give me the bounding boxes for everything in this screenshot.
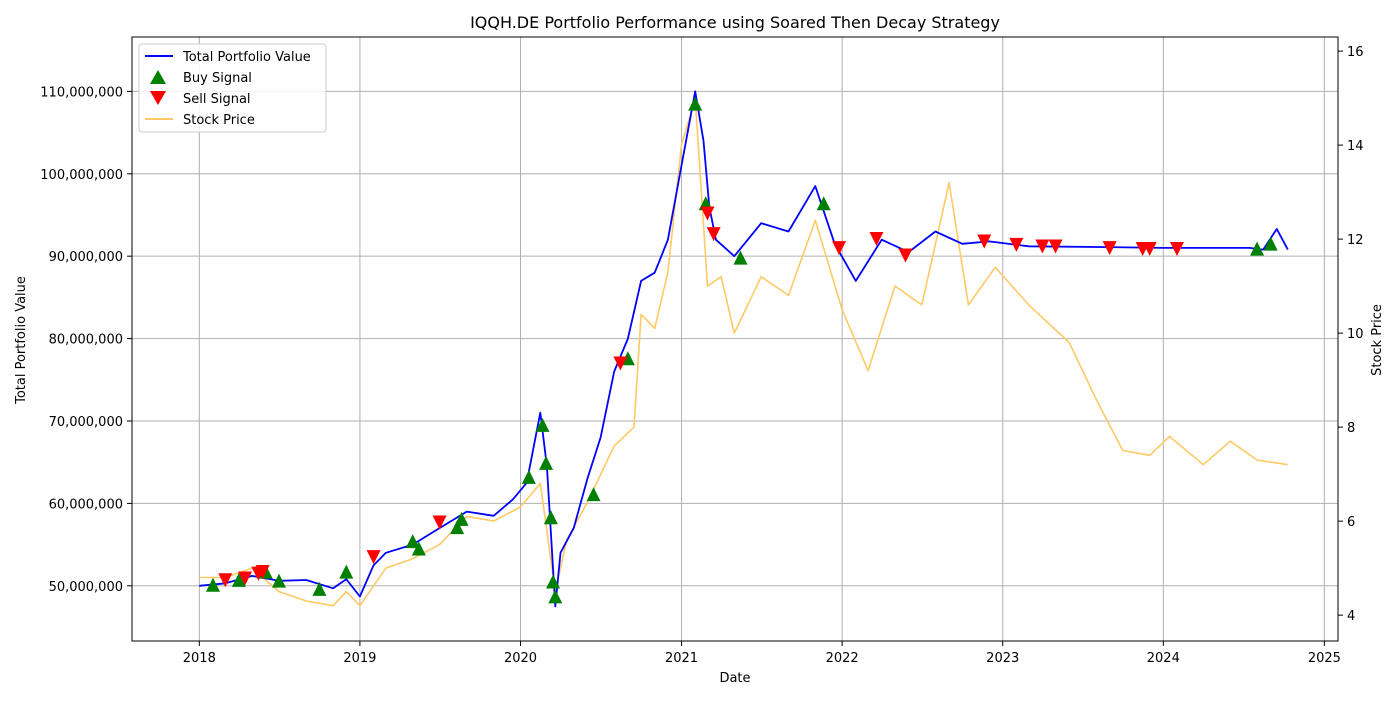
buy-signal-marker (543, 510, 558, 525)
sell-signal-marker (218, 573, 233, 588)
y-right-tick-label: 14 (1347, 139, 1364, 154)
buy-signal-marker (1263, 236, 1278, 251)
sell-signal-marker (977, 234, 992, 249)
legend-sell-marker (150, 91, 166, 105)
buy-signal-marker (535, 417, 550, 432)
buy-signal-marker (205, 577, 220, 592)
y-right-tick-label: 8 (1347, 421, 1355, 436)
y-left-tick-label: 110,000,000 (40, 85, 123, 100)
y-axis-left: 50,000,000 60,000,000 70,000,000 80,000,000… (40, 85, 132, 595)
series-line-portfolio-value (199, 90, 1289, 608)
sell-signal-marker (238, 571, 253, 586)
signal-markers (205, 96, 1278, 604)
x-tick-label: 2023 (986, 651, 1019, 666)
price-layer (199, 97, 1288, 607)
y-left-tick-label: 100,000,000 (40, 168, 123, 183)
y-left-tick-label: 80,000,000 (49, 333, 123, 348)
buy-signal-marker (339, 564, 354, 579)
sell-signal-marker (432, 515, 447, 530)
legend-portfolio-label: Total Portfolio Value (182, 50, 311, 65)
buy-signal-marker (450, 520, 465, 535)
x-tick-label: 2019 (343, 651, 376, 666)
buy-signal-marker (539, 455, 554, 470)
buy-signal-marker (231, 572, 246, 587)
sell-signal-marker (366, 550, 381, 565)
buy-signal-marker (405, 534, 420, 549)
sell-signal-marker (613, 356, 628, 371)
x-tick-label: 2021 (665, 651, 698, 666)
buy-signal-marker (586, 487, 601, 502)
x-tick-label: 2024 (1147, 651, 1180, 666)
legend-box (138, 43, 327, 133)
sell-signal-marker (1048, 239, 1063, 254)
sell-signal-marker (1169, 241, 1184, 256)
x-axis-label: Date (719, 671, 750, 686)
sell-signal-marker (1102, 241, 1117, 256)
y-right-tick-label: 16 (1347, 45, 1364, 60)
y-right-tick-label: 12 (1347, 233, 1364, 248)
sell-signal-marker (700, 206, 715, 221)
legend: Total Portfolio Value Buy Signal Sell Si… (138, 43, 327, 133)
buy-signal-marker (411, 541, 426, 556)
sell-signal-marker (1009, 237, 1024, 252)
x-axis: 2018 2019 2020 2021 2022 2023 2024 2025 (183, 641, 1341, 666)
legend-sell-label: Sell Signal (183, 92, 251, 107)
sell-signal-marker (898, 248, 913, 263)
sell-signal-marker (1035, 239, 1050, 254)
y-axis-label-left: Total Portfolio Value (14, 276, 29, 405)
y-right-tick-label: 6 (1347, 515, 1355, 530)
legend-buy-marker (150, 70, 166, 84)
buy-signal-marker (1250, 241, 1265, 256)
sell-signal-marker (255, 564, 270, 579)
legend-buy-label: Buy Signal (183, 71, 252, 86)
y-right-tick-label: 10 (1347, 327, 1364, 342)
y-left-tick-label: 60,000,000 (49, 497, 123, 512)
buy-signal-marker (733, 250, 748, 265)
sell-signal-marker (869, 232, 884, 247)
buy-signal-marker (312, 581, 327, 596)
sell-signal-marker (832, 241, 847, 256)
buy-signal-marker (688, 96, 703, 111)
y-axis-label-right: Stock Price (1370, 304, 1385, 376)
buy-signal-marker (548, 589, 563, 604)
buy-signal-marker (454, 511, 469, 526)
legend-price-label: Stock Price (183, 113, 255, 128)
buy-signal-marker (521, 469, 536, 484)
y-left-tick-label: 70,000,000 (49, 415, 123, 430)
chart-title: IQQH.DE Portfolio Performance using Soar… (470, 13, 1000, 32)
sell-signal-marker (706, 227, 721, 242)
x-tick-label: 2025 (1308, 651, 1341, 666)
sell-signal-marker (1142, 241, 1157, 256)
buy-signal-marker (271, 573, 286, 588)
portfolio-layer (199, 90, 1289, 608)
x-tick-label: 2022 (826, 651, 859, 666)
x-tick-label: 2018 (183, 651, 216, 666)
x-tick-label: 2020 (504, 651, 537, 666)
series-line-stock-price (199, 97, 1288, 607)
y-left-tick-label: 90,000,000 (49, 250, 123, 265)
buy-signal-marker (816, 196, 831, 211)
y-right-tick-label: 4 (1347, 609, 1355, 624)
y-axis-right: 4 6 8 10 12 14 16 (1338, 45, 1364, 624)
y-left-tick-label: 50,000,000 (49, 580, 123, 595)
buy-signal-marker (546, 574, 561, 589)
